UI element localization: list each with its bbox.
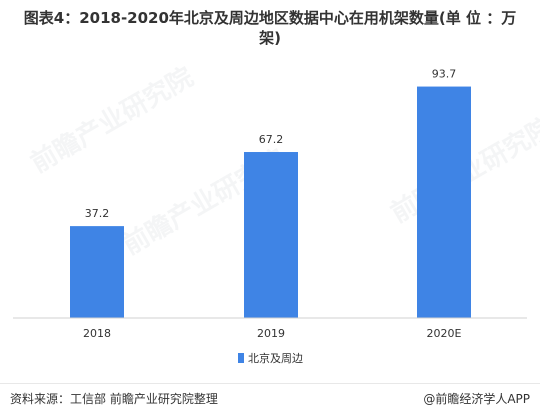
bars-layer [70,86,471,318]
bar-2019 [244,152,298,318]
bar-2020E [417,86,471,318]
legend: 北京及周边 [238,351,303,365]
chart-title: 图表4：2018-2020年北京及周边地区数据中心在用机架数量(单 位 ：万架) [23,9,517,47]
source-text: 资料来源：工信部 前瞻产业研究院整理 [10,392,218,406]
legend-label: 北京及周边 [248,351,303,365]
bar-value-label: 37.2 [85,207,110,220]
brand-text: @前瞻经济学人APP [423,392,530,406]
bar-value-label: 67.2 [259,133,284,146]
legend-swatch [238,353,244,363]
x-tick-label: 2018 [83,327,111,340]
x-tick-label: 2020E [427,327,462,340]
labels-layer: 37.2 2018 67.2 2019 93.7 2020E [83,68,462,340]
bar-value-label: 93.7 [432,68,457,81]
footer: 资料来源：工信部 前瞻产业研究院整理 @前瞻经济学人APP [0,383,540,414]
x-tick-label: 2019 [257,327,285,340]
bar-2018 [70,226,124,318]
